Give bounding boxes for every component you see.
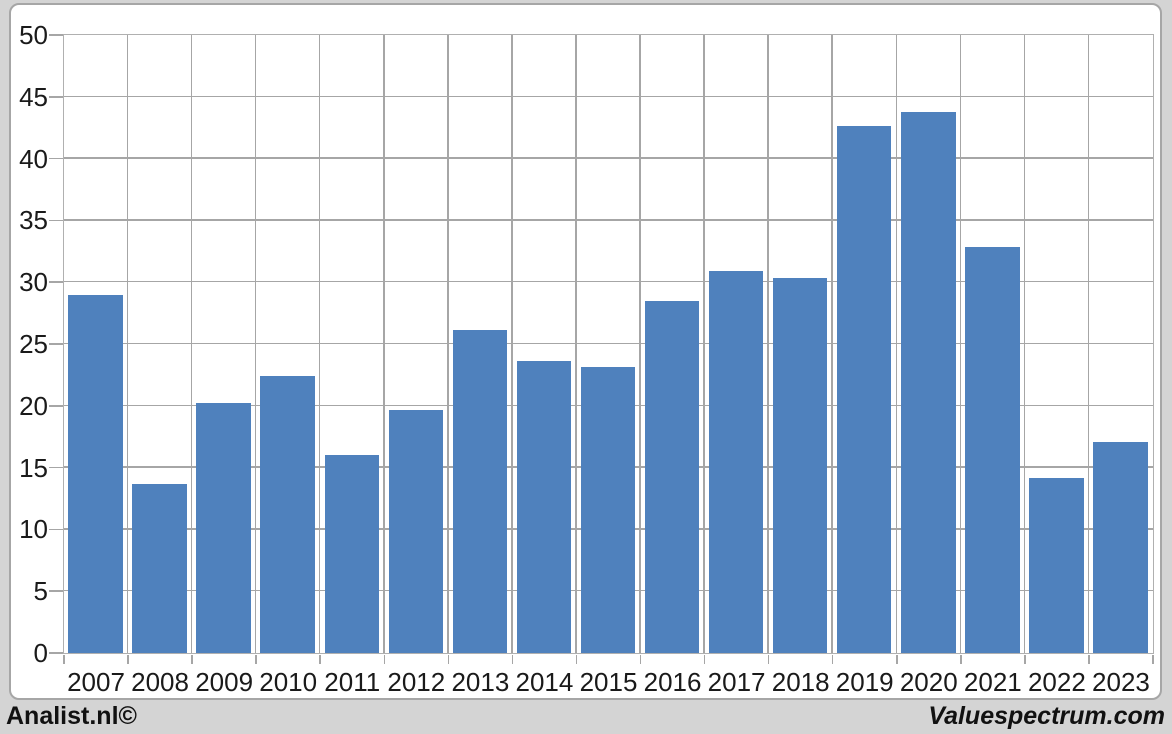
x-axis-tick-label: 2020 <box>899 667 958 697</box>
y-axis-tick-label: 10 <box>19 514 48 545</box>
y-axis-tick <box>49 405 64 407</box>
y-axis-tick <box>49 466 64 469</box>
bar-2008 <box>132 484 187 653</box>
gridline-vertical <box>575 34 577 653</box>
x-axis-tick-label: 2019 <box>835 667 894 697</box>
gridline-vertical <box>511 34 513 653</box>
x-axis-tick <box>575 654 578 664</box>
gridline-horizontal <box>63 219 1153 221</box>
chart-panel: 0 5 10 15 20 25 30 35 40 45 50 2007 2008 2009 2010 201… <box>9 3 1162 700</box>
y-axis-tick <box>49 157 64 160</box>
y-axis-tick-label: 40 <box>19 143 48 174</box>
x-axis-tick-label: 2011 <box>324 667 381 697</box>
x-axis-tick <box>63 654 65 664</box>
footer-brand-right: Valuespectrum.com <box>928 702 1165 730</box>
bar-2011 <box>324 454 379 653</box>
footer-brand-left: Analist.nl© <box>6 702 137 730</box>
y-axis-tick-label: 30 <box>19 267 48 298</box>
x-axis-tick-label: 2018 <box>771 667 830 697</box>
gridline-vertical <box>767 34 769 653</box>
x-axis-tick-label: 2015 <box>579 667 638 697</box>
bar-2020 <box>901 112 956 653</box>
x-axis-tick <box>447 654 450 664</box>
x-axis-tick <box>767 654 770 664</box>
y-axis-tick <box>49 652 64 654</box>
gridline-vertical <box>1087 34 1090 653</box>
y-axis-tick <box>49 590 64 592</box>
y-axis-tick-label: 35 <box>19 205 48 236</box>
y-axis-tick-label: 0 <box>33 638 48 668</box>
gridline-vertical <box>895 34 897 653</box>
x-axis-tick-label: 2007 <box>67 667 125 697</box>
x-axis-tick <box>896 654 898 664</box>
x-axis-tick-label: 2010 <box>259 667 318 697</box>
x-axis-tick <box>191 654 193 664</box>
gridline-vertical <box>383 34 385 653</box>
x-axis-tick <box>703 654 706 664</box>
x-axis-tick-label: 2009 <box>195 667 254 697</box>
x-axis-tick <box>383 654 386 664</box>
x-axis-tick-label: 2012 <box>387 667 446 697</box>
gridline-horizontal <box>63 95 1153 98</box>
bar-2013 <box>452 329 508 653</box>
y-axis-tick-label: 50 <box>19 20 48 50</box>
bar-2007 <box>68 295 123 653</box>
x-axis-tick <box>511 654 514 664</box>
x-axis-tick-label: 2008 <box>131 667 189 697</box>
y-axis-tick <box>49 343 64 345</box>
gridline-vertical <box>190 34 193 653</box>
gridline-vertical <box>126 34 129 653</box>
bar-2016 <box>644 301 700 653</box>
plot-area <box>62 33 1154 654</box>
bar-2018 <box>772 278 828 653</box>
x-axis-tick-label: 2023 <box>1092 667 1150 697</box>
x-axis-tick-label: 2016 <box>643 667 702 697</box>
x-axis-tick-label: 2022 <box>1027 667 1086 697</box>
x-axis-tick-label: 2013 <box>451 667 510 697</box>
x-axis-tick <box>1024 654 1026 664</box>
x-axis-tick <box>831 654 834 664</box>
bar-2010 <box>260 375 315 653</box>
y-axis-tick-label: 15 <box>19 452 48 483</box>
x-axis-tick <box>639 654 642 664</box>
bar-2017 <box>708 270 764 653</box>
bar-2019 <box>837 125 892 653</box>
gridline-vertical <box>447 34 449 653</box>
gridline-horizontal <box>63 280 1153 283</box>
gridline-vertical <box>831 34 833 653</box>
y-axis-tick-label: 20 <box>19 390 48 421</box>
x-axis-tick-label: 2017 <box>707 667 766 697</box>
bar-2022 <box>1029 478 1084 653</box>
bar-2015 <box>580 366 636 653</box>
gridline-vertical <box>703 34 705 653</box>
y-axis-tick <box>49 219 64 222</box>
bar-2012 <box>388 410 444 653</box>
gridline-horizontal <box>63 157 1153 159</box>
x-axis-tick <box>1088 654 1090 664</box>
bar-2014 <box>516 360 572 653</box>
gridline-vertical <box>318 34 321 653</box>
bar-2023 <box>1093 442 1148 653</box>
x-axis-tick <box>255 654 257 664</box>
gridline-vertical <box>1023 34 1026 653</box>
x-axis-tick-label: 2021 <box>963 667 1022 697</box>
x-axis-tick <box>960 654 962 664</box>
x-axis-tick <box>319 654 321 664</box>
y-axis-tick-label: 45 <box>19 81 48 112</box>
x-axis-tick <box>1152 654 1154 664</box>
y-axis-tick <box>49 528 64 531</box>
bar-2009 <box>196 402 251 653</box>
y-axis-tick <box>49 96 64 98</box>
x-axis-tick-label: 2014 <box>515 667 574 697</box>
gridline-vertical <box>254 34 257 653</box>
x-axis-tick <box>127 654 129 664</box>
gridline-vertical <box>959 34 962 653</box>
y-axis-tick <box>49 281 64 283</box>
gridline-vertical <box>639 34 641 653</box>
y-axis-tick-label: 25 <box>19 329 48 359</box>
y-axis-tick <box>49 34 64 36</box>
bar-2021 <box>965 247 1020 653</box>
y-axis-tick-label: 5 <box>33 576 48 607</box>
gridline-horizontal <box>63 342 1153 345</box>
